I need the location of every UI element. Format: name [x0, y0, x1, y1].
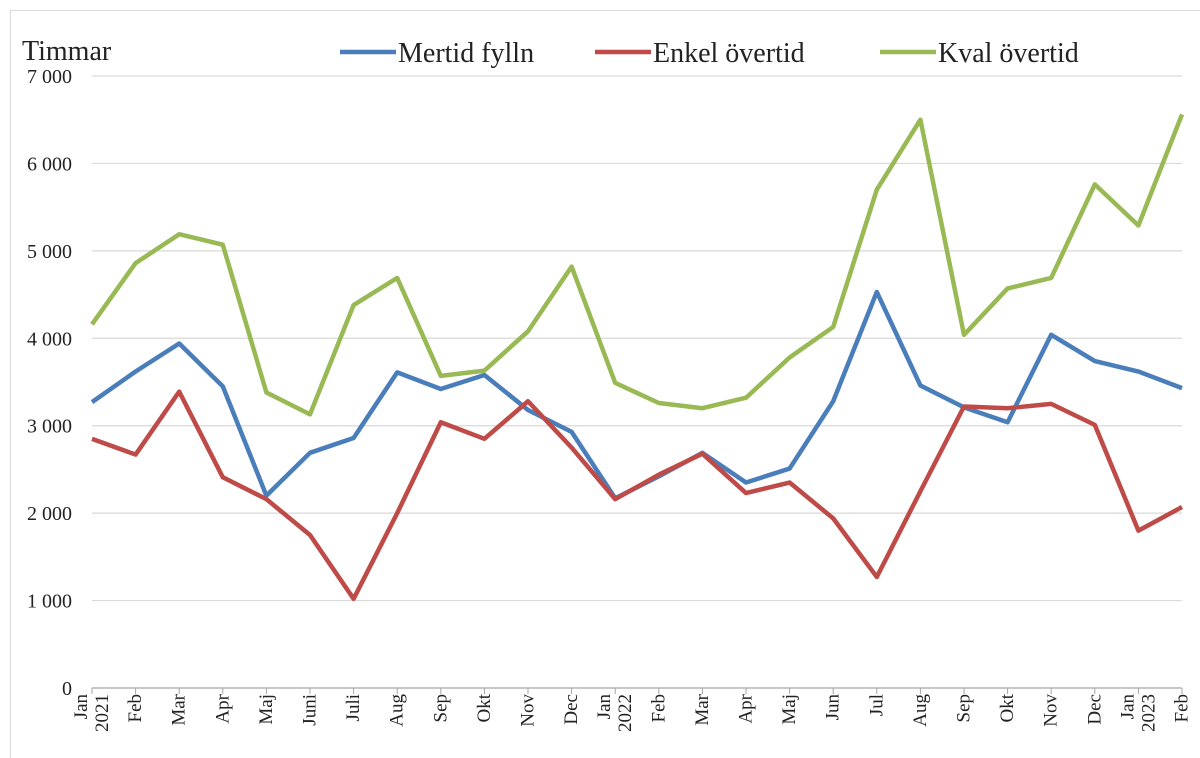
legend-label: Enkel övertid	[653, 38, 805, 69]
x-tick-label: Mar	[168, 694, 190, 726]
y-tick-label: 1 000	[27, 591, 72, 613]
legend-label: Mertid fylln	[398, 38, 534, 69]
y-tick-label: 0	[62, 678, 72, 700]
x-tick-label: Mar	[691, 694, 713, 726]
x-tick-label: Jul	[866, 694, 888, 717]
chart-border	[10, 10, 1200, 758]
x-tick-label: Sep	[953, 694, 975, 723]
x-tick-label: Jan 2022	[594, 694, 637, 732]
series-line	[91, 389, 1184, 602]
x-tick-label: Feb	[125, 694, 147, 723]
x-tick-label: Dec	[1084, 694, 1106, 725]
y-tick-label: 2 000	[27, 503, 72, 525]
y-tick-label: 3 000	[27, 416, 72, 438]
x-tick-label: Okt	[473, 694, 495, 723]
y-tick-label: 7 000	[27, 66, 72, 88]
x-tick-label: Feb	[648, 694, 670, 723]
x-tick-label: Apr	[735, 694, 757, 724]
y-axis-label: Timmar	[22, 36, 112, 67]
x-tick-label: Jan 2023	[1117, 694, 1160, 732]
x-tick-label: Juli	[343, 694, 365, 722]
x-tick-label: Dec	[561, 694, 583, 725]
y-tick-label: 6 000	[27, 153, 72, 175]
x-tick-label: Maj	[779, 694, 801, 725]
x-tick-label: Nov	[1040, 694, 1062, 727]
x-tick-label: Sep	[430, 694, 452, 723]
series-line	[90, 113, 1185, 417]
legend-label: Kval övertid	[938, 38, 1079, 69]
x-tick-label: Jan 2021	[71, 694, 113, 732]
x-tick-label: Feb	[1171, 694, 1193, 723]
y-tick-label: 5 000	[27, 241, 72, 263]
x-tick-label: Maj	[255, 694, 277, 725]
x-tick-label: Aug	[909, 694, 931, 727]
x-tick-label: Aug	[386, 694, 408, 727]
x-tick-label: Apr	[212, 694, 234, 724]
x-tick-label: Jun	[822, 694, 844, 721]
y-tick-label: 4 000	[27, 328, 72, 350]
x-tick-label: Okt	[997, 694, 1019, 723]
x-tick-label: Nov	[517, 694, 539, 727]
x-tick-label: Juni	[299, 694, 321, 726]
